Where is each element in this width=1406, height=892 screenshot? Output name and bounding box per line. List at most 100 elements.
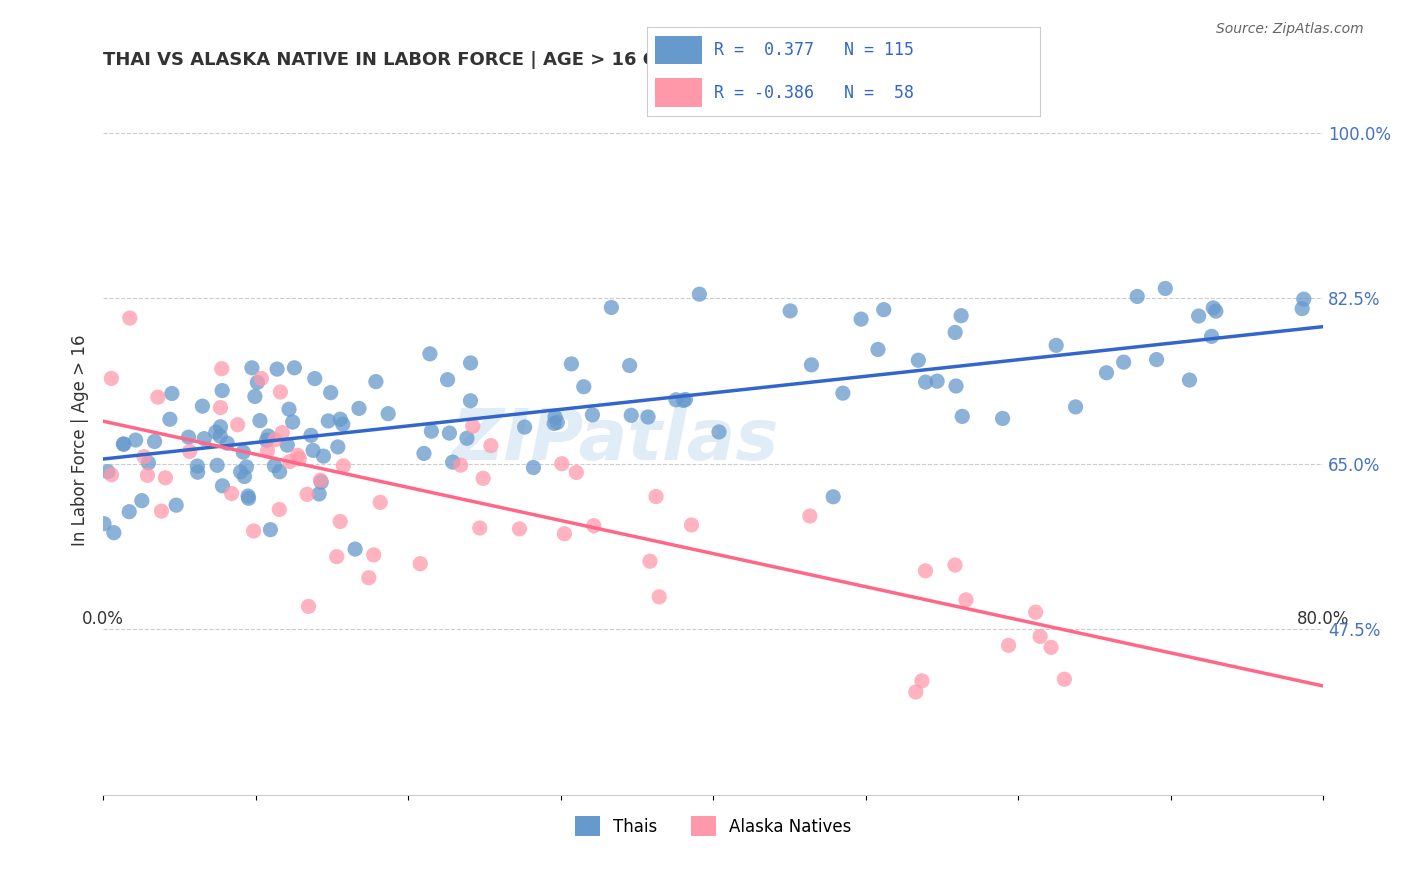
Point (800, 358, 823, 372)
Point (211, 361, 233, 376)
Text: 80.0%: 80.0% (1296, 610, 1350, 628)
Point (472, 471, 495, 485)
Point (179, 444, 201, 458)
Point (256, 434, 278, 448)
Point (546, 415, 568, 429)
Point (146, 390, 169, 404)
Point (326, 549, 349, 564)
Point (211, 479, 233, 493)
Point (191, 399, 214, 413)
Point (278, 455, 301, 469)
Point (233, 469, 256, 483)
Point (849, 312, 872, 326)
Point (1053, 672, 1076, 686)
Point (209, 429, 232, 443)
Point (159, 412, 181, 426)
Point (1205, 304, 1227, 318)
Point (243, 389, 266, 403)
Point (112, 437, 135, 451)
Point (204, 425, 226, 439)
Point (221, 486, 243, 500)
Text: THAI VS ALASKA NATIVE IN LABOR FORCE | AGE > 16 CORRELATION CHART: THAI VS ALASKA NATIVE IN LABOR FORCE | A… (103, 51, 858, 69)
Point (329, 412, 352, 426)
Point (263, 458, 285, 473)
Point (665, 392, 688, 407)
Point (97, 465, 120, 479)
Point (1178, 373, 1201, 387)
Point (309, 475, 332, 489)
Point (907, 353, 929, 368)
Point (138, 456, 160, 470)
Point (543, 417, 565, 431)
Point (1146, 352, 1168, 367)
Point (619, 359, 641, 373)
Point (276, 438, 298, 452)
Point (914, 375, 936, 389)
Point (866, 343, 889, 357)
Point (911, 673, 934, 688)
Point (318, 414, 340, 428)
Point (229, 465, 252, 479)
Point (600, 301, 623, 315)
Point (211, 384, 233, 398)
Point (363, 548, 385, 562)
Point (688, 287, 710, 301)
Point (326, 440, 349, 454)
Point (344, 542, 367, 557)
Point (309, 473, 332, 487)
Point (1045, 338, 1067, 352)
Point (288, 451, 311, 466)
Point (112, 437, 135, 451)
Point (297, 599, 319, 614)
Point (914, 564, 936, 578)
Point (508, 522, 530, 536)
Point (150, 504, 173, 518)
Point (572, 380, 595, 394)
Point (565, 466, 588, 480)
Point (329, 515, 352, 529)
Point (232, 445, 254, 459)
Point (226, 417, 249, 432)
Point (238, 491, 260, 506)
Point (672, 393, 695, 408)
Point (831, 386, 853, 401)
Point (269, 384, 291, 399)
Point (100, 371, 122, 385)
Point (264, 433, 287, 447)
Point (1188, 309, 1211, 323)
Point (1025, 605, 1047, 619)
Point (904, 685, 927, 699)
Text: ZIPatlas: ZIPatlas (451, 406, 779, 475)
Point (413, 446, 436, 460)
Point (357, 571, 380, 585)
Point (312, 449, 335, 463)
Point (364, 375, 387, 389)
Point (419, 347, 441, 361)
Point (997, 639, 1019, 653)
Text: 0.0%: 0.0% (82, 610, 124, 628)
Point (409, 557, 432, 571)
Point (209, 419, 232, 434)
Point (873, 302, 896, 317)
Point (347, 401, 370, 416)
Point (582, 518, 605, 533)
Point (186, 458, 208, 473)
Point (1126, 289, 1149, 303)
Point (299, 428, 322, 442)
Point (1291, 301, 1313, 316)
Point (638, 554, 661, 568)
Point (287, 448, 309, 462)
Point (132, 450, 155, 464)
Point (103, 525, 125, 540)
Point (479, 439, 502, 453)
Point (551, 457, 574, 471)
Point (581, 408, 603, 422)
Point (1064, 400, 1087, 414)
Point (1292, 292, 1315, 306)
Point (460, 393, 482, 408)
Point (1040, 640, 1063, 655)
Legend: Thais, Alaska Natives: Thais, Alaska Natives (568, 809, 858, 843)
Point (240, 360, 263, 375)
Point (950, 409, 973, 424)
Point (1112, 355, 1135, 369)
